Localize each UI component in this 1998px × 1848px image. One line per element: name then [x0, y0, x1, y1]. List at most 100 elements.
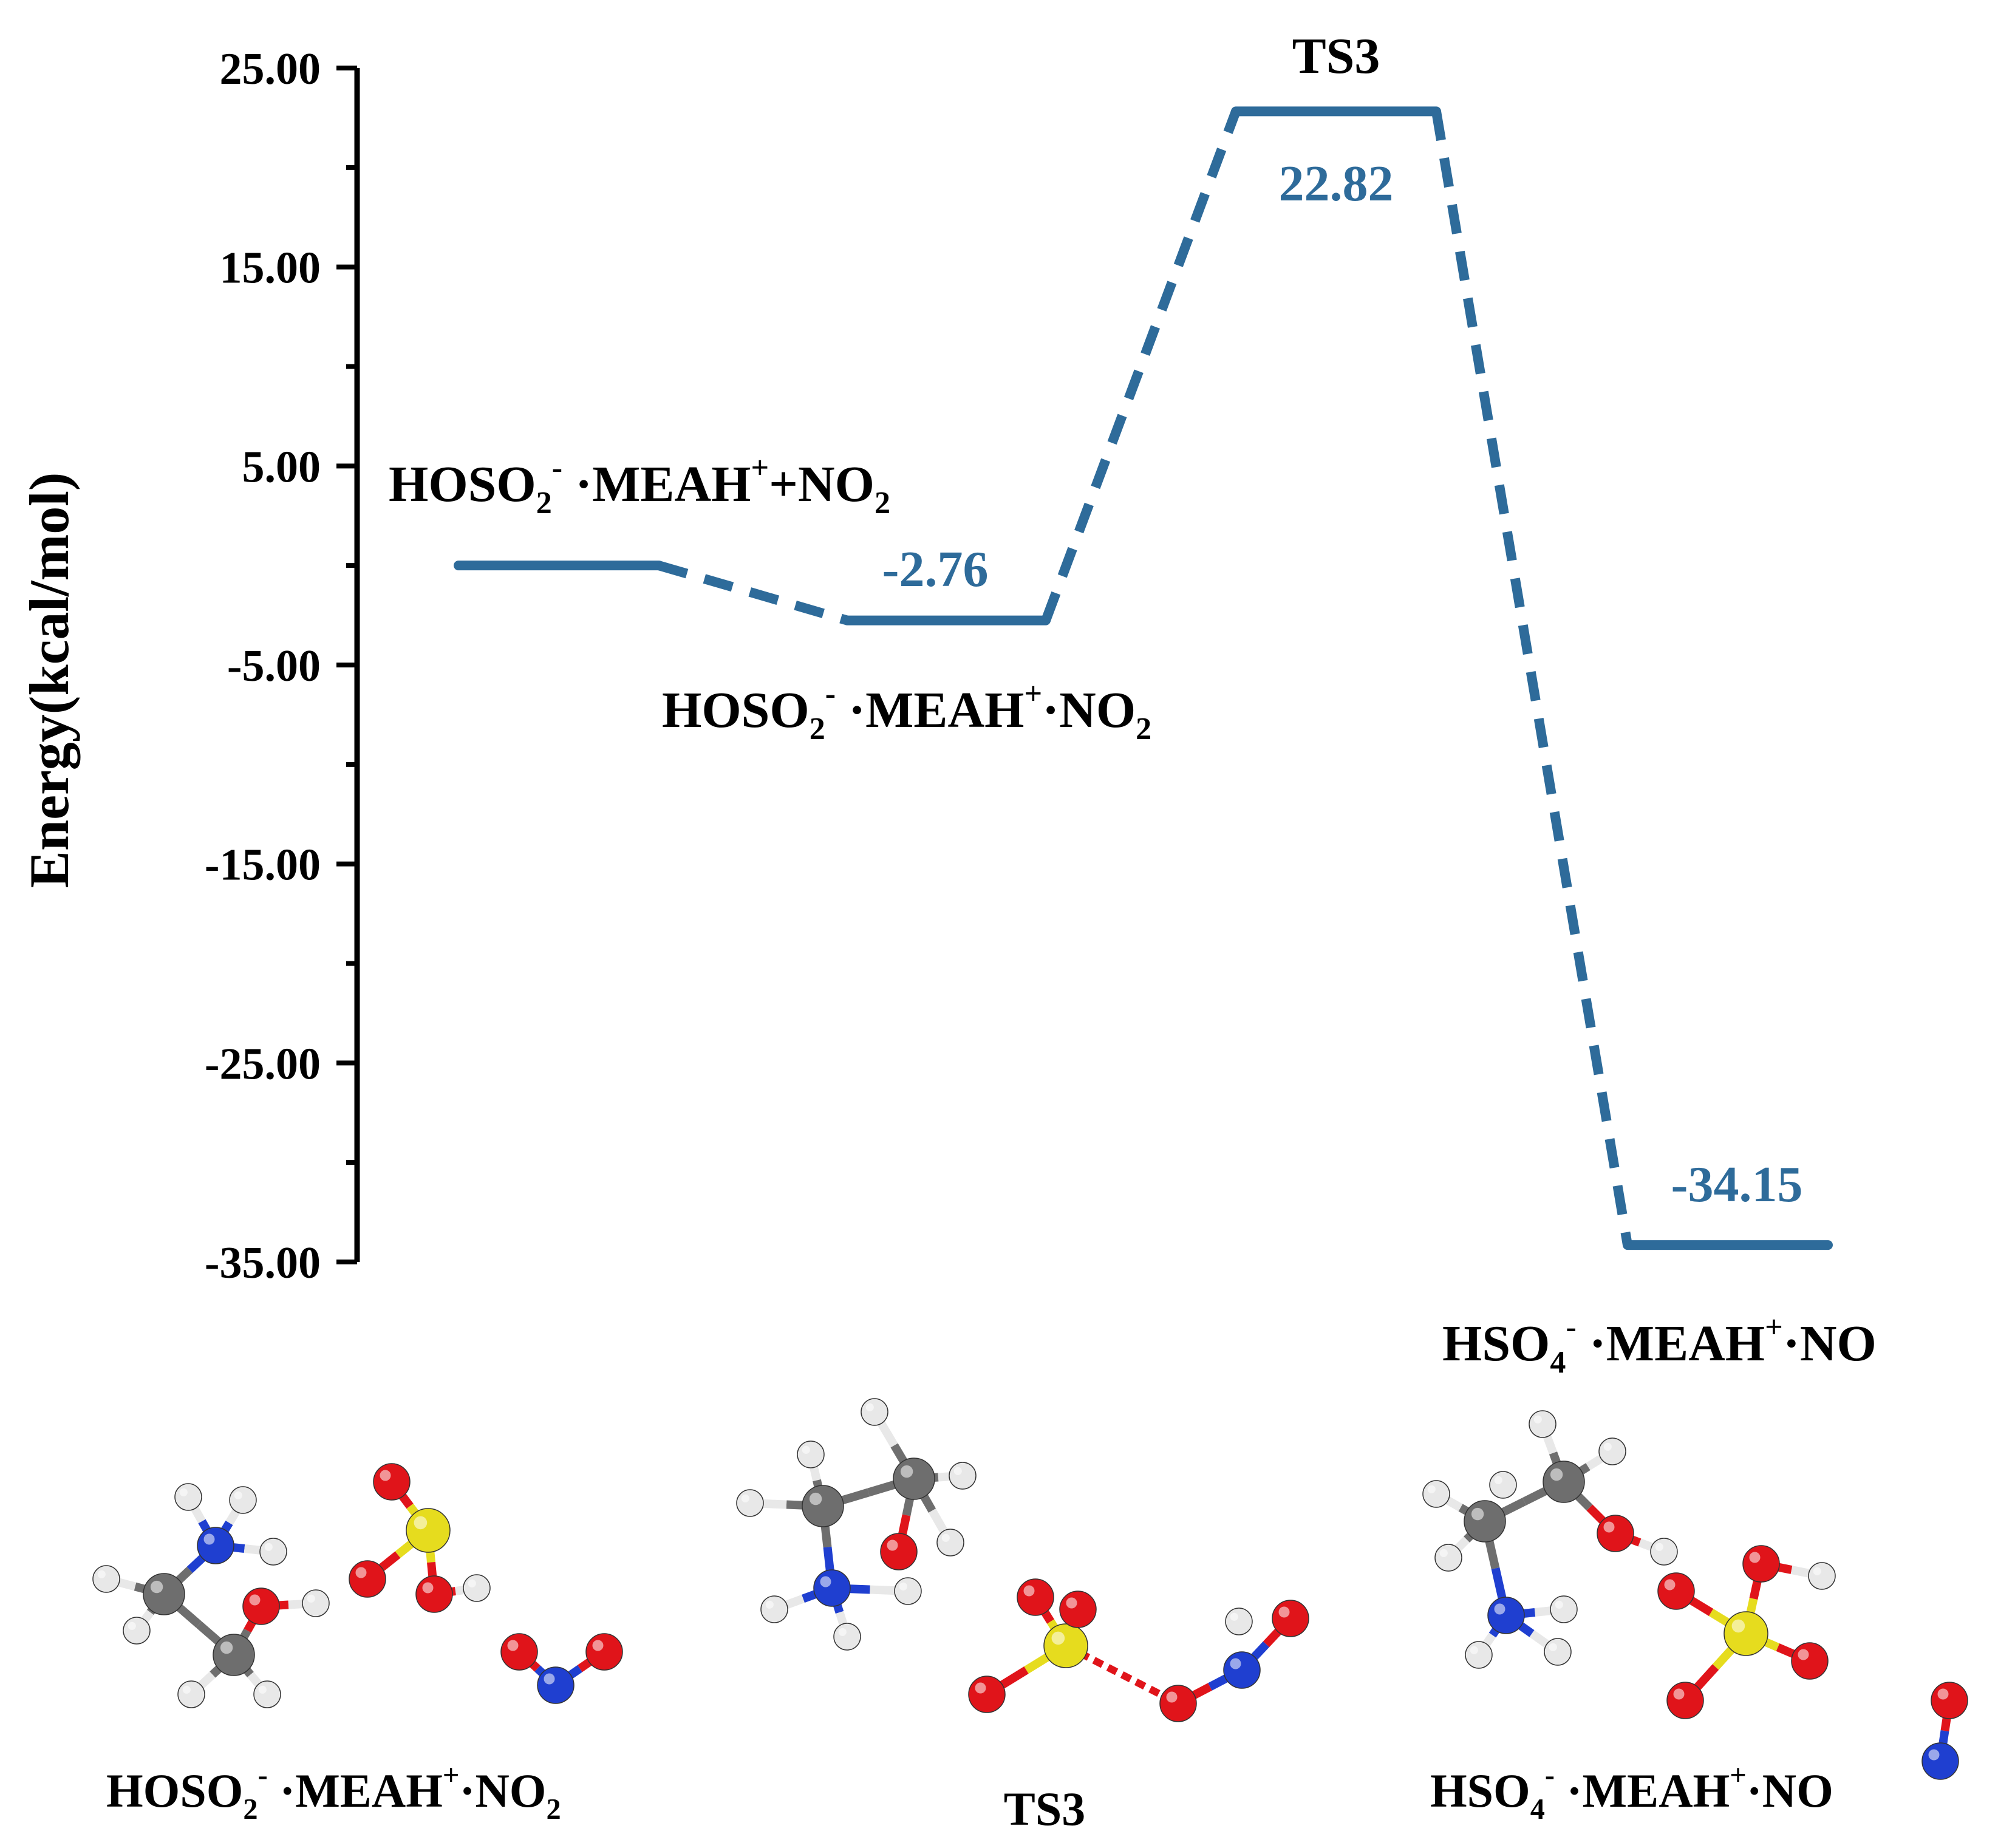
atom-highlight: [414, 1516, 428, 1530]
atom-highlight: [1798, 1649, 1809, 1660]
atom-highlight: [1603, 1442, 1612, 1451]
energy-profile: [454, 106, 1833, 1250]
atom-highlight: [1603, 1521, 1615, 1533]
atom-highlight: [1427, 1485, 1436, 1493]
species-label-product: HSO4- ·MEAH+·NO: [1442, 1310, 1877, 1380]
atom-S: [1724, 1611, 1768, 1656]
atom-O: [1657, 1572, 1695, 1610]
atom-highlight: [1673, 1688, 1685, 1700]
y-tick-label: -5.00: [227, 641, 321, 691]
atom-H: [1434, 1544, 1462, 1572]
atom-H: [833, 1623, 861, 1651]
atom-highlight: [975, 1682, 986, 1694]
y-axis: 25.00 15.00 5.00 -5.00 -15.00 -25.00 -35.00: [205, 44, 360, 1288]
atom-H: [1465, 1641, 1493, 1669]
atom-H: [1550, 1595, 1578, 1623]
value-label-complex: -2.76: [882, 541, 989, 598]
value-label-ts3: 22.82: [1279, 155, 1394, 212]
atom-H: [1529, 1410, 1556, 1438]
connector-dashed: [1041, 109, 1241, 622]
atom-highlight: [544, 1673, 555, 1685]
atom-H: [1808, 1562, 1836, 1590]
atom-H: [936, 1529, 964, 1556]
atom-highlight: [1230, 1658, 1241, 1669]
atom-highlight: [1439, 1549, 1448, 1557]
atom-N: [197, 1527, 234, 1564]
atom-H: [1650, 1538, 1678, 1566]
atom-O: [1159, 1685, 1197, 1722]
atom-highlight: [1731, 1619, 1745, 1633]
atom-highlight: [1166, 1691, 1178, 1703]
atom-highlight: [899, 1582, 907, 1591]
connector-dashed: [657, 561, 849, 626]
value-label-product: -34.15: [1671, 1156, 1803, 1213]
atom-N: [1223, 1651, 1261, 1689]
y-tick-label: 25.00: [220, 44, 321, 94]
atom-highlight: [355, 1567, 367, 1578]
structure-caption-complex: HOSO2- ·MEAH+·NO2: [106, 1759, 561, 1826]
atom-H: [463, 1574, 491, 1602]
atom-O: [1597, 1515, 1634, 1552]
atom-H: [1489, 1471, 1517, 1499]
atom-highlight: [128, 1621, 136, 1630]
molecule-structure-ts3: [736, 1398, 1309, 1722]
atom-H: [949, 1462, 977, 1490]
atom-C: [213, 1634, 255, 1676]
atom-highlight: [1051, 1631, 1065, 1645]
y-tick-label: 15.00: [220, 244, 321, 293]
atom-H: [123, 1617, 151, 1645]
atom-N: [813, 1569, 851, 1607]
atom-highlight: [941, 1533, 950, 1542]
atom-highlight: [838, 1628, 847, 1636]
atom-O: [1742, 1545, 1780, 1583]
y-tick-label: 5.00: [242, 442, 321, 492]
molecule-structure-complex: [92, 1463, 623, 1708]
atom-N: [1921, 1742, 1959, 1780]
y-tick-label: -25.00: [205, 1039, 321, 1089]
atom-highlight: [1655, 1543, 1663, 1551]
atom-highlight: [380, 1470, 391, 1481]
atom-H: [174, 1483, 202, 1511]
atom-highlight: [741, 1494, 749, 1502]
atom-highlight: [802, 1445, 810, 1454]
atom-C: [802, 1485, 844, 1527]
atom-highlight: [97, 1570, 106, 1578]
atom-highlight: [953, 1467, 962, 1475]
atom-highlight: [179, 1488, 188, 1496]
atom-highlight: [1494, 1603, 1505, 1615]
atom-highlight: [820, 1576, 831, 1587]
atom-S: [1043, 1623, 1088, 1668]
atom-O: [349, 1560, 386, 1598]
atom-H: [1544, 1638, 1572, 1666]
atom-highlight: [1749, 1552, 1761, 1563]
atom-highlight: [1928, 1749, 1940, 1761]
atom-H: [302, 1589, 330, 1617]
atom-H: [894, 1577, 922, 1605]
atom-highlight: [234, 1491, 242, 1499]
y-tick-label: -15.00: [205, 840, 321, 890]
atom-highlight: [1813, 1567, 1821, 1575]
atom-highlight: [264, 1543, 273, 1551]
atom-highlight: [1494, 1476, 1502, 1484]
atom-highlight: [182, 1685, 191, 1694]
species-label-ts3: TS3: [1292, 28, 1380, 84]
atom-C: [143, 1573, 185, 1615]
atom-O: [500, 1633, 538, 1671]
species-label-complex: HOSO2- ·MEAH+·NO2: [662, 677, 1151, 746]
atom-O: [1931, 1682, 1968, 1719]
atom-H: [1225, 1608, 1253, 1635]
atom-highlight: [1555, 1600, 1563, 1609]
atom-H: [229, 1486, 257, 1514]
atom-H: [259, 1538, 287, 1566]
connector-dashed: [1431, 111, 1632, 1246]
atom-highlight: [1278, 1606, 1290, 1618]
atom-O: [968, 1676, 1006, 1713]
atom-highlight: [887, 1539, 898, 1551]
atom-highlight: [1470, 1646, 1478, 1654]
atom-O: [1059, 1591, 1097, 1628]
species-label-reactant: HOSO2- ·MEAH++NO2: [389, 451, 890, 520]
atom-highlight: [1937, 1688, 1949, 1700]
atom-highlight: [150, 1580, 163, 1594]
atom-highlight: [1023, 1585, 1035, 1597]
